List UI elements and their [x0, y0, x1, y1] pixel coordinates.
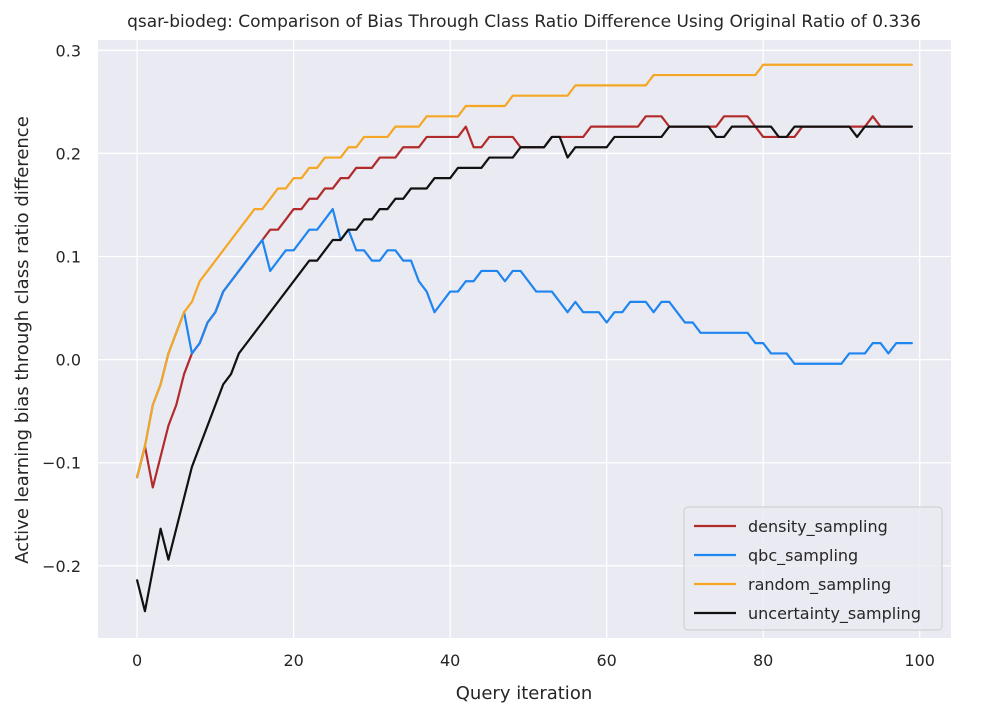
x-axis-label: Query iteration: [456, 683, 592, 704]
y-tick-label: 0.3: [56, 41, 81, 60]
legend-box: [683, 506, 943, 631]
x-tick-label: 60: [596, 651, 616, 670]
legend-label-density-sampling: density_sampling: [748, 517, 888, 537]
legend-label-qbc-sampling: qbc_sampling: [748, 546, 858, 566]
y-tick-labels: −0.2 −0.1 0.0 0.1 0.2 0.3: [42, 41, 81, 576]
x-tick-label: 40: [440, 651, 460, 670]
x-tick-label: 100: [904, 651, 935, 670]
y-tick-label: 0.1: [56, 248, 81, 267]
series-line-uncertainty-sampling: [136, 125, 913, 613]
series-line-qbc-sampling: [136, 207, 913, 479]
x-tick-label: 20: [283, 651, 303, 670]
legend-label-random-sampling: random_sampling: [748, 575, 891, 595]
y-tick-label: 0.2: [56, 144, 81, 163]
y-axis-label: Active learning bias through class ratio…: [12, 116, 33, 564]
series-layer: [136, 63, 913, 613]
grid: [98, 40, 951, 638]
x-tick-label: 80: [753, 651, 773, 670]
series-line-random-sampling: [136, 63, 913, 479]
y-tick-label: −0.1: [42, 454, 81, 473]
legend: density_sampling qbc_sampling random_sampl…: [683, 506, 943, 631]
x-tick-label: 0: [132, 651, 142, 670]
legend-label-uncertainty-sampling: uncertainty_sampling: [748, 604, 921, 624]
y-tick-label: 0.0: [56, 351, 81, 370]
chart-title: qsar-biodeg: Comparison of Bias Through …: [127, 12, 921, 32]
y-tick-label: −0.2: [42, 557, 81, 576]
x-tick-labels: 0 20 40 60 80 100: [132, 651, 935, 670]
